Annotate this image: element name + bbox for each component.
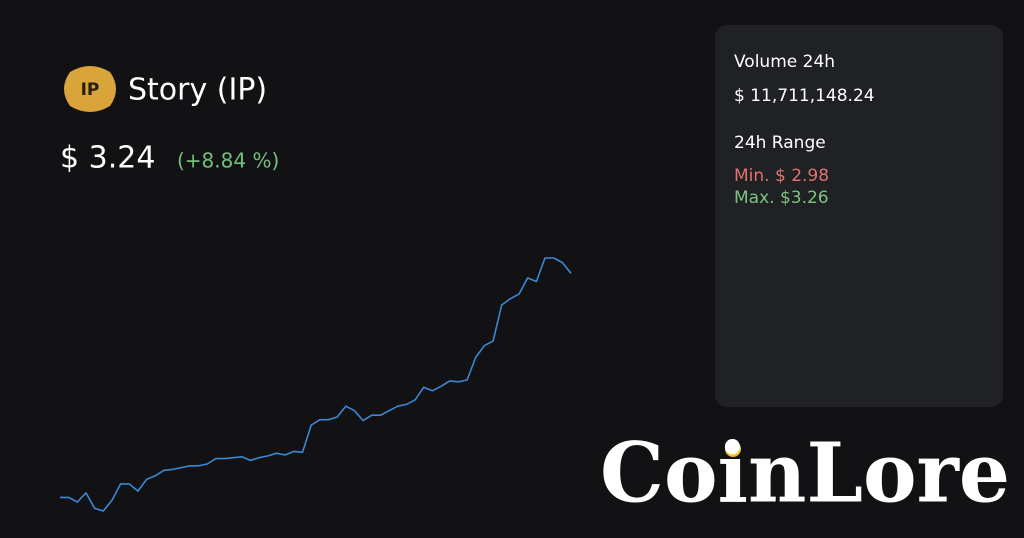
range-max: Max. $3.26 [734, 188, 829, 208]
coin-logo [64, 66, 116, 112]
price-change: (+8.84 %) [177, 149, 279, 173]
stats-panel [715, 25, 1003, 407]
range-label: 24h Range [734, 133, 826, 153]
watermark-dot [725, 441, 741, 457]
watermark: CoinLore [600, 425, 1010, 521]
volume-value: $ 11,711,148.24 [734, 86, 875, 106]
coin-name: Story (IP) [128, 73, 267, 108]
volume-label: Volume 24h [734, 52, 835, 72]
range-min: Min. $ 2.98 [734, 166, 829, 186]
price-line [60, 257, 572, 512]
coin-price: $ 3.24 [60, 141, 155, 176]
logo-text: IP [81, 80, 100, 100]
